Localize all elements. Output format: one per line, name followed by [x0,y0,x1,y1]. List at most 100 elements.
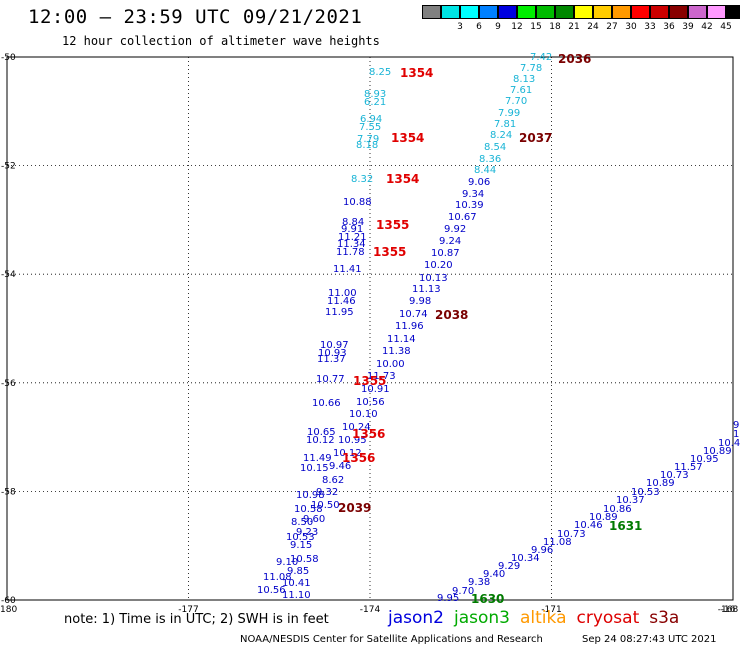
wave-height-label: 10.37 [616,495,645,506]
wave-height-label: 10.44 [718,438,740,449]
wave-height-label: 9.60 [303,514,325,525]
wave-height-label: 10.24 [342,422,371,433]
page-subtitle: 12 hour collection of altimeter wave hei… [62,34,380,48]
track-time-label: 2039 [338,501,371,515]
colorbar-swatch [460,5,479,19]
wave-height-label: 9.34 [462,189,484,200]
map-grid [7,57,733,600]
wave-height-label: 10.41 [282,578,311,589]
satellite-legend: jason2 jason3 altika cryosat s3a [388,608,689,628]
wave-height-label: 9.95 [437,593,459,604]
colorbar-label: 6 [476,22,482,32]
wave-height-label: 9.85 [287,566,309,577]
legend-item-jason3: jason3 [454,608,510,628]
wave-height-label: 11.08 [263,572,292,583]
colorbar-swatch [726,5,740,19]
colorbar-label: 30 [625,22,637,32]
track-time-label: 1354 [386,172,419,186]
generated-timestamp: Sep 24 08:27:43 UTC 2021 [582,634,717,645]
longitude-tick-label: -171 [541,605,561,615]
wave-height-label: 10.20 [424,260,453,271]
colorbar-swatch [707,5,726,19]
wave-height-label: 11.13 [412,284,441,295]
wave-height-label: 10.50 [311,500,340,511]
wave-height-label: 7.81 [494,119,516,130]
wave-height-label: 9.91 [341,224,363,235]
wave-height-label: 9.10 [276,557,298,568]
track-time-label: 2038 [435,308,468,322]
wave-height-label: 7.99 [498,108,520,119]
wave-height-label: 11.10 [282,590,311,601]
wave-height-label: 11. [733,429,740,440]
colorbar-label: 24 [587,22,599,32]
track-time-label: 1354 [400,66,433,80]
wave-height-label: 10.53 [631,487,660,498]
wave-height-label: 8.24 [490,130,512,141]
colorbar-swatch [574,5,593,19]
wave-height-label: 8.54 [484,142,506,153]
wave-height-label: 9.46 [329,461,351,472]
wave-height-label: 8.93 [364,89,386,100]
track-time-label: 1631 [609,519,642,533]
wave-height-label: 9.92 [444,224,466,235]
longitude-tick-label: -168 [718,605,739,615]
wave-height-label: 9.24 [439,236,461,247]
wave-height-label: 8.18 [356,140,378,151]
colorbar-label: 39 [682,22,694,32]
legend-item-cryosat: cryosat [576,608,640,628]
page-title: 12:00 – 23:59 UTC 09/21/2021 [28,6,363,28]
wave-height-label: 10.56 [356,397,385,408]
wave-height-label: 10.87 [431,248,460,259]
wave-height-label: 10.66 [312,398,341,409]
wave-height-label: 10.58 [290,554,319,565]
track-time-label: 2037 [519,131,552,145]
wave-height-label: 10.74 [399,309,428,320]
wave-height-label: 6.94 [360,114,382,125]
wave-height-label: 7.61 [510,85,532,96]
latitude-tick-label: -56 [1,379,16,389]
wave-height-label: 10.86 [603,504,632,515]
wave-height-label: 9.23 [296,527,318,538]
longitude-tick-label: -16 [721,605,736,615]
wave-height-label: 11.37 [317,354,346,365]
track-time-label: 2036 [558,52,591,66]
wave-height-label: 10.46 [574,520,603,531]
wave-height-label: 9.06 [468,177,490,188]
wave-height-label: 11.08 [543,537,572,548]
colorbar-swatch [688,5,707,19]
legend-item-jason2: jason2 [388,608,444,628]
wave-height-label: 10.73 [660,470,689,481]
wave-height-label: 11.57 [674,462,703,473]
wave-height-label: 8.25 [369,67,391,78]
colorbar-swatch [555,5,574,19]
colorbar-label: 27 [606,22,618,32]
wave-height-label: 10.13 [419,273,448,284]
wave-height-label: 11.00 [328,288,357,299]
wave-height-label: 11.78 [336,247,365,258]
latitude-tick-label: -60 [1,596,16,606]
track-time-label: 1355 [373,245,406,259]
wave-height-label: 11.96 [395,321,424,332]
wave-height-label: 9.32 [316,487,338,498]
wave-height-label: 11.95 [325,307,354,318]
wave-height-label: 10.95 [338,435,367,446]
wave-height-label: 9.96 [531,545,553,556]
wave-height-label: 10.39 [455,200,484,211]
wave-height-label: 11.73 [367,371,396,382]
colorbar-label: 45 [720,22,732,32]
colorbar-swatch [441,5,460,19]
wave-height-label: 10.56 [257,585,286,596]
colorbar-label: 33 [644,22,656,32]
wave-height-label: 11.34 [337,239,366,250]
wave-height-label: 10.53 [286,532,315,543]
wave-height-label: 10.10 [349,409,378,420]
wave-height-label: 10.89 [589,512,618,523]
wave-height-label: 9.40 [483,569,505,580]
wave-height-label: 10.89 [703,446,732,457]
wave-height-label: 10.12 [306,435,335,446]
latitude-tick-label: -50 [1,53,16,63]
colorbar-swatch [631,5,650,19]
longitude-tick-label: -174 [360,605,381,615]
colorbar-swatch [536,5,555,19]
